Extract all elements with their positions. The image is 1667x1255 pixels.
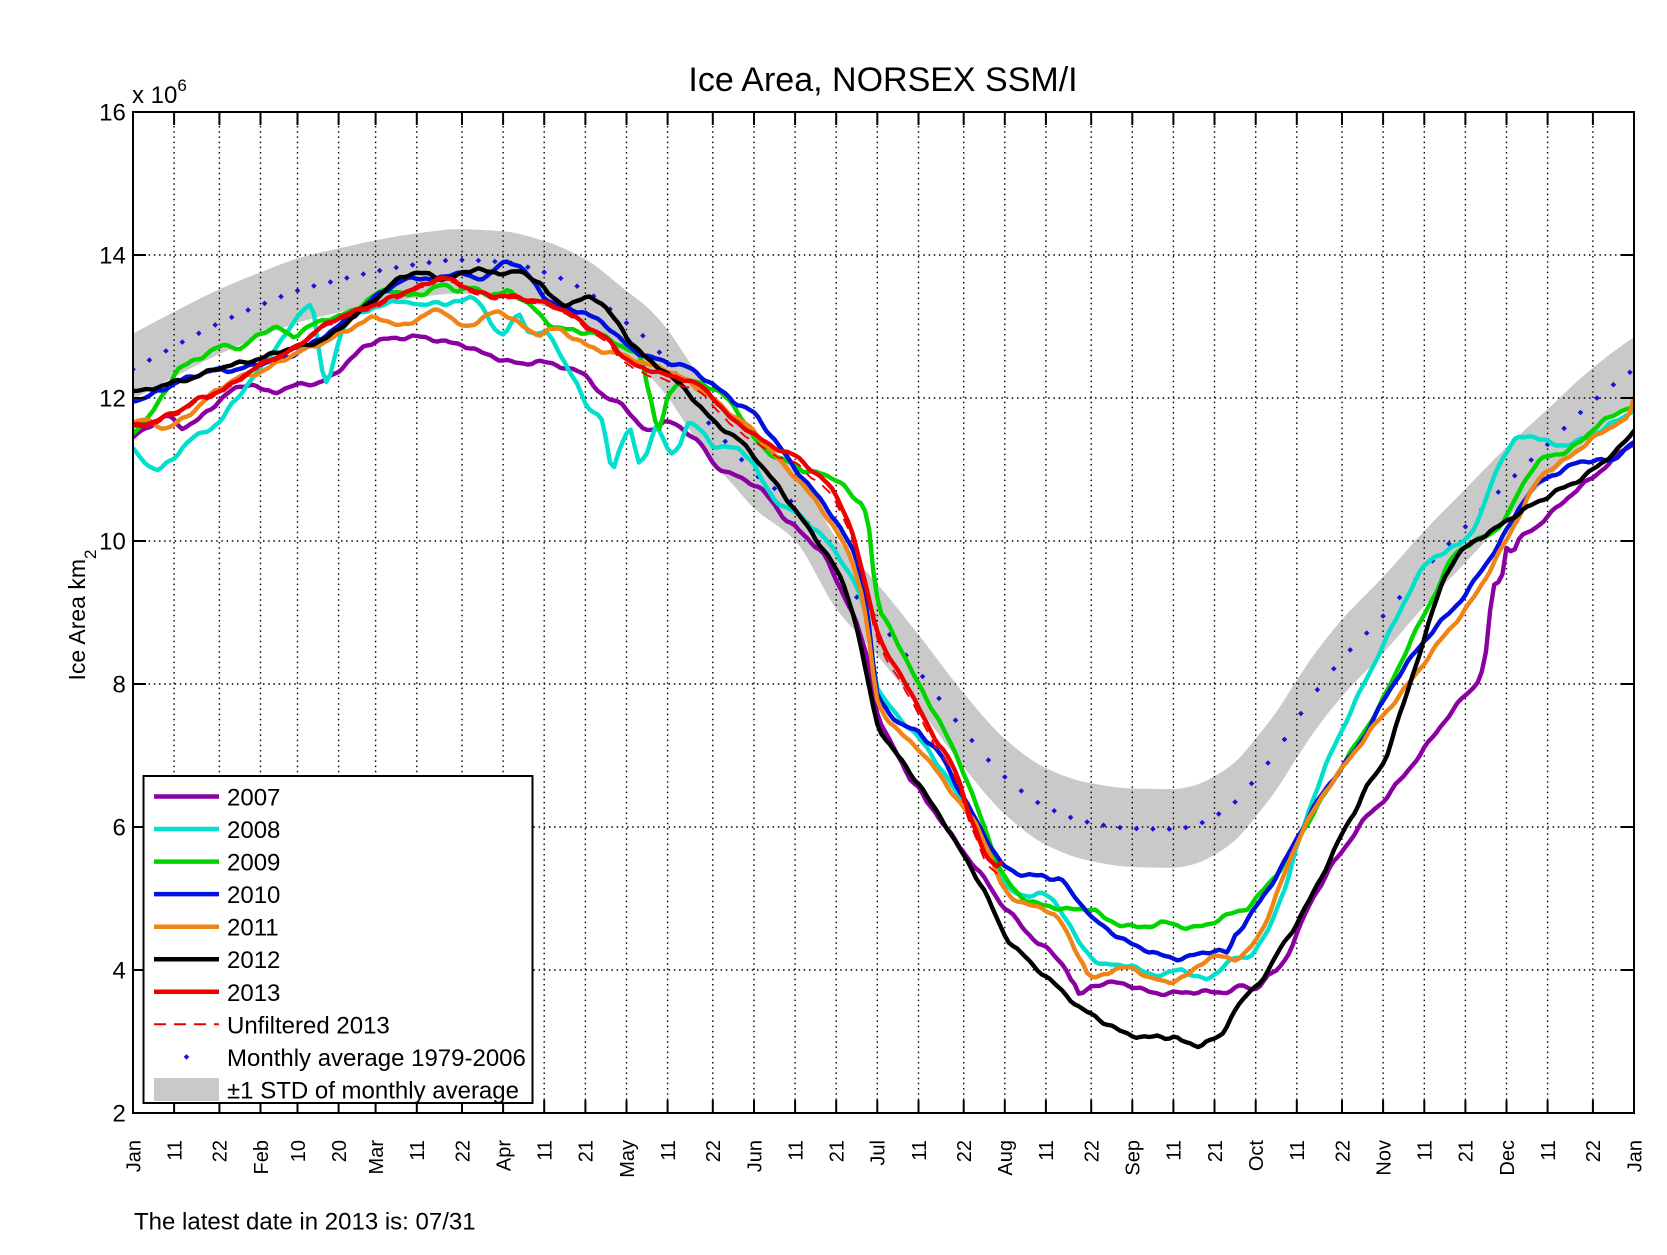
svg-text:11: 11 xyxy=(407,1140,429,1161)
svg-text:Jan: Jan xyxy=(1624,1140,1646,1172)
svg-text:Feb: Feb xyxy=(251,1140,273,1174)
svg-text:2012: 2012 xyxy=(227,947,280,974)
svg-text:22: 22 xyxy=(1332,1140,1354,1162)
svg-text:11: 11 xyxy=(658,1140,680,1161)
svg-text:Monthly average 1979-2006: Monthly average 1979-2006 xyxy=(227,1045,526,1072)
svg-text:21: 21 xyxy=(1456,1140,1478,1162)
svg-text:11: 11 xyxy=(1164,1140,1186,1161)
svg-text:4: 4 xyxy=(112,958,125,985)
svg-text:21: 21 xyxy=(1205,1140,1227,1162)
svg-text:2008: 2008 xyxy=(227,817,280,844)
svg-text:Dec: Dec xyxy=(1497,1140,1519,1176)
svg-text:Mar: Mar xyxy=(366,1140,388,1175)
svg-text:Jun: Jun xyxy=(744,1140,766,1172)
svg-text:2007: 2007 xyxy=(227,785,280,812)
svg-text:16: 16 xyxy=(99,100,126,127)
svg-text:22: 22 xyxy=(1082,1140,1104,1162)
svg-text:22: 22 xyxy=(210,1140,232,1162)
svg-text:11: 11 xyxy=(1538,1140,1560,1161)
svg-text:2009: 2009 xyxy=(227,850,280,877)
svg-text:20: 20 xyxy=(329,1140,351,1162)
svg-text:11: 11 xyxy=(1036,1140,1058,1161)
svg-text:11: 11 xyxy=(164,1140,186,1161)
svg-text:x 106: x 106 xyxy=(132,76,187,109)
svg-text:The latest date in 2013 is: 07: The latest date in 2013 is: 07/31 xyxy=(134,1209,476,1236)
svg-text:12: 12 xyxy=(99,386,126,413)
svg-text:21: 21 xyxy=(576,1140,598,1162)
svg-text:Oct: Oct xyxy=(1246,1140,1268,1172)
svg-text:2013: 2013 xyxy=(227,980,280,1007)
svg-text:11: 11 xyxy=(1287,1140,1309,1161)
svg-text:Jul: Jul xyxy=(868,1140,890,1166)
svg-text:22: 22 xyxy=(1583,1140,1605,1162)
svg-text:22: 22 xyxy=(703,1140,725,1162)
svg-text:Unfiltered 2013: Unfiltered 2013 xyxy=(227,1012,390,1039)
svg-text:22: 22 xyxy=(452,1140,474,1162)
svg-text:2010: 2010 xyxy=(227,882,280,909)
svg-text:Sep: Sep xyxy=(1123,1140,1145,1176)
svg-text:11: 11 xyxy=(785,1140,807,1161)
svg-text:11: 11 xyxy=(535,1140,557,1161)
svg-text:10: 10 xyxy=(288,1140,310,1162)
svg-text:21: 21 xyxy=(827,1140,849,1162)
svg-text:10: 10 xyxy=(99,529,126,556)
svg-text:8: 8 xyxy=(112,672,125,699)
svg-text:May: May xyxy=(617,1140,639,1178)
svg-text:6: 6 xyxy=(112,815,125,842)
svg-text:11: 11 xyxy=(909,1140,931,1161)
svg-text:22: 22 xyxy=(954,1140,976,1162)
svg-text:11: 11 xyxy=(1415,1140,1437,1161)
svg-text:±1 STD of monthly average: ±1 STD of monthly average xyxy=(227,1078,519,1105)
svg-text:Ice Area, NORSEX SSM/I: Ice Area, NORSEX SSM/I xyxy=(688,61,1077,99)
svg-text:Apr: Apr xyxy=(493,1140,515,1171)
svg-text:Nov: Nov xyxy=(1373,1140,1395,1176)
svg-text:Jan: Jan xyxy=(123,1140,145,1172)
svg-text:2: 2 xyxy=(112,1101,125,1128)
svg-text:2011: 2011 xyxy=(227,915,279,942)
svg-text:Aug: Aug xyxy=(995,1140,1017,1176)
svg-text:14: 14 xyxy=(99,243,126,270)
